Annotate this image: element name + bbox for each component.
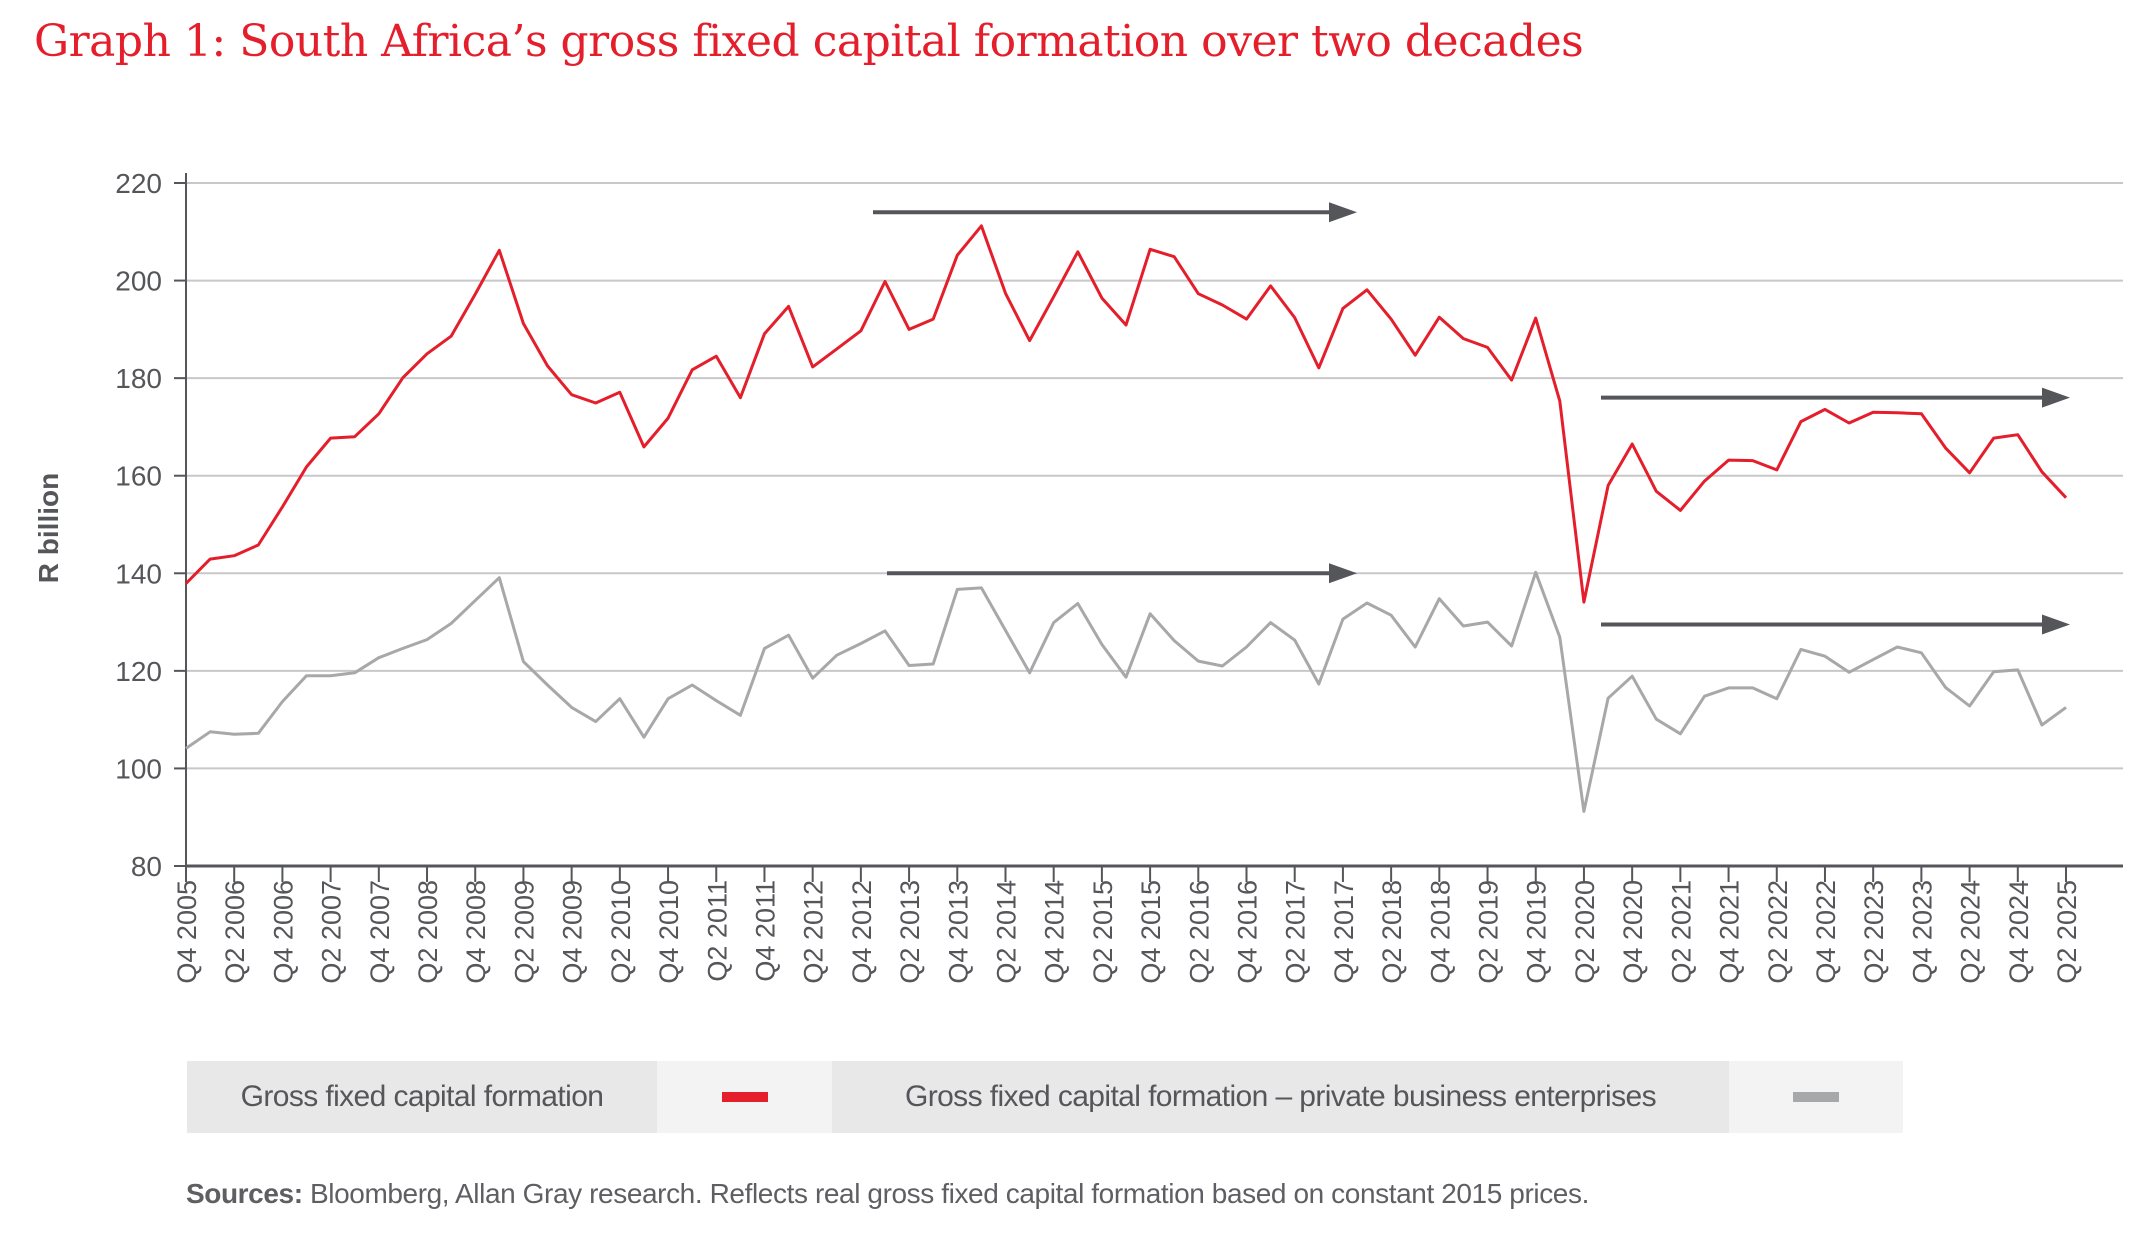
x-tick-label: Q4 2007 <box>365 880 395 984</box>
series-line-private <box>185 570 2067 813</box>
x-tick-label: Q4 2008 <box>461 880 491 984</box>
arrow-head-icon <box>1329 563 1357 584</box>
legend-label-private: Gross fixed capital formation – private … <box>832 1061 1729 1133</box>
trend-arrows <box>873 202 2070 635</box>
x-tick-label: Q4 2006 <box>268 880 298 984</box>
x-tick-label: Q2 2008 <box>413 880 443 984</box>
x-tick-label: Q2 2025 <box>2052 880 2082 984</box>
y-tick-label: 220 <box>115 168 162 199</box>
y-tick-label: 140 <box>115 558 162 589</box>
x-axis: Q4 2005 Q2 2006 Q4 2006 Q2 2007 Q4 2007 Q2 20… <box>172 866 2082 984</box>
x-tick-label: Q2 2007 <box>317 880 347 984</box>
x-tick-label: Q2 2013 <box>895 880 925 984</box>
x-tick-label: Q4 2005 <box>172 880 202 984</box>
x-tick-label: Q4 2013 <box>943 880 973 984</box>
legend-swatch-private <box>1729 1061 1903 1133</box>
x-tick-label: Q2 2012 <box>799 880 829 984</box>
gridlines <box>186 182 2123 868</box>
y-tick-label: 80 <box>131 851 162 882</box>
y-axis-label: R billion <box>33 473 64 583</box>
x-tick-label: Q4 2017 <box>1329 880 1359 984</box>
trend-arrow <box>873 202 1357 223</box>
arrow-head-icon <box>2042 387 2070 408</box>
x-tick-label: Q2 2006 <box>220 880 250 984</box>
x-tick-label: Q4 2011 <box>750 880 780 982</box>
chart-title: Graph 1: South Africa’s gross fixed capi… <box>34 16 1584 67</box>
y-tick-label: 100 <box>115 753 162 784</box>
x-tick-label: Q4 2018 <box>1425 880 1455 984</box>
x-tick-label: Q4 2024 <box>2004 880 2034 984</box>
x-tick-label: Q4 2010 <box>654 880 684 984</box>
sources-text: Bloomberg, Allan Gray research. Reflects… <box>302 1178 1589 1209</box>
x-tick-label: Q2 2011 <box>702 880 732 982</box>
trend-arrow <box>887 563 1357 584</box>
x-tick-label: Q4 2012 <box>847 880 877 984</box>
series-lines <box>184 224 2068 813</box>
y-tick-label: 120 <box>115 656 162 687</box>
x-tick-label: Q4 2023 <box>1907 880 1937 984</box>
trend-arrow <box>1601 387 2070 408</box>
y-tick-label: 180 <box>115 363 162 394</box>
y-axis: 80 100 120 140 160 180 200 220 <box>115 168 187 882</box>
legend-label-gfcf: Gross fixed capital formation <box>187 1061 657 1133</box>
y-tick-label: 200 <box>115 266 162 297</box>
x-tick-label: Q4 2020 <box>1618 880 1648 984</box>
x-tick-label: Q2 2015 <box>1088 880 1118 984</box>
x-tick-label: Q4 2014 <box>1040 880 1070 984</box>
x-tick-label: Q2 2023 <box>1859 880 1889 984</box>
x-tick-label: Q2 2017 <box>1281 880 1311 984</box>
trend-arrow <box>1601 614 2070 635</box>
x-tick-label: Q4 2022 <box>1811 880 1841 984</box>
sources-note: Sources: Bloomberg, Allan Gray research.… <box>186 1178 1589 1210</box>
x-tick-label: Q2 2021 <box>1666 880 1696 984</box>
x-tick-label: Q4 2016 <box>1233 880 1263 984</box>
x-tick-label: Q2 2010 <box>606 880 636 984</box>
x-tick-label: Q2 2014 <box>991 880 1021 984</box>
x-tick-label: Q4 2019 <box>1522 880 1552 984</box>
x-tick-label: Q4 2021 <box>1715 880 1745 984</box>
x-tick-label: Q2 2018 <box>1377 880 1407 984</box>
x-tick-label: Q2 2020 <box>1570 880 1600 984</box>
x-tick-label: Q4 2015 <box>1136 880 1166 984</box>
sources-label: Sources: <box>186 1178 303 1209</box>
arrow-head-icon <box>2042 614 2070 635</box>
legend-swatch-gfcf <box>657 1061 832 1133</box>
x-tick-label: Q2 2019 <box>1474 880 1504 984</box>
x-tick-label: Q2 2022 <box>1763 880 1793 984</box>
arrow-head-icon <box>1329 202 1357 223</box>
x-tick-label: Q4 2009 <box>558 880 588 984</box>
x-tick-label: Q2 2016 <box>1184 880 1214 984</box>
series-line-gfcf <box>184 224 2068 604</box>
y-tick-label: 160 <box>115 461 162 492</box>
legend: Gross fixed capital formation Gross fixe… <box>187 1061 1903 1133</box>
x-tick-label: Q2 2009 <box>509 880 539 984</box>
x-tick-label: Q2 2024 <box>1956 880 1986 984</box>
